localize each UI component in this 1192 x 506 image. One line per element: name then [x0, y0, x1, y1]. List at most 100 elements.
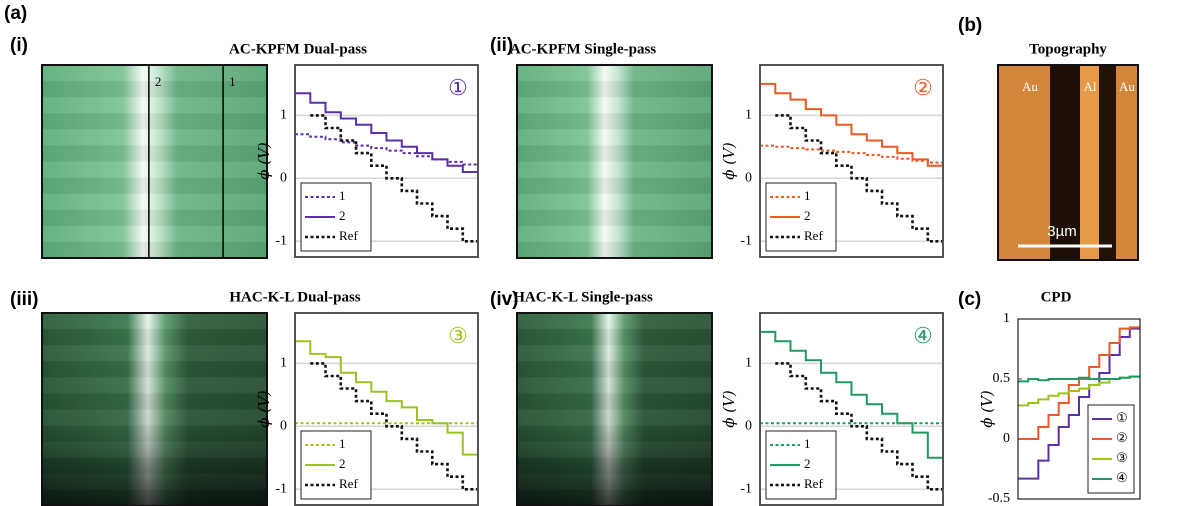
scale-label: 3µm: [1047, 223, 1076, 240]
image-band: [517, 161, 712, 178]
plot-frame: [294, 64, 479, 258]
data-line: [295, 340, 478, 456]
profile-label: 1: [229, 74, 236, 89]
region-label: Al: [1084, 79, 1097, 94]
legend-label: 1: [804, 436, 811, 451]
y-tick-label: -1: [275, 481, 287, 496]
data-line: [310, 114, 478, 243]
image-band: [42, 193, 267, 210]
image-band: [42, 225, 267, 242]
image-band: [42, 129, 267, 146]
plot-frame: [759, 64, 944, 258]
y-tick-label: -0.5: [988, 491, 1010, 506]
annotation: ④: [913, 324, 933, 349]
legend-label: 2: [339, 208, 346, 223]
y-axis-label: ϕ (V): [978, 390, 996, 428]
image-frame: [516, 64, 713, 259]
legend-label: ②: [1116, 430, 1128, 445]
data-line: [760, 82, 943, 167]
y-axis-label: ϕ (V): [720, 390, 738, 428]
y-tick-label: 1: [280, 108, 287, 123]
image-background: [517, 65, 712, 258]
y-axis-label: ϕ (V): [255, 390, 273, 428]
image-band: [517, 225, 712, 242]
image-band: [517, 113, 712, 130]
image-band: [517, 241, 712, 258]
panel-label: (b): [958, 15, 982, 36]
y-tick-label: 0: [745, 171, 752, 186]
data-line: [1018, 375, 1140, 383]
legend-label: Ref: [339, 476, 358, 491]
image-region: [1080, 65, 1099, 260]
legend-label: 1: [804, 188, 811, 203]
chart-title: HAC-K-L Dual-pass: [229, 289, 360, 305]
y-tick-label: 0: [745, 419, 752, 434]
image-band: [517, 145, 712, 162]
panel-label: (ii): [490, 35, 513, 56]
y-tick-label: 1: [745, 356, 752, 371]
legend-label: 1: [339, 188, 346, 203]
legend-label: 2: [339, 456, 346, 471]
data-line: [295, 92, 478, 173]
plot-frame: [294, 312, 479, 506]
legend-label: Ref: [804, 228, 823, 243]
profile-label: 2: [155, 74, 162, 89]
image-band: [517, 97, 712, 114]
y-tick-label: 1: [1003, 311, 1010, 326]
chart-title: HAC-K-L Single-pass: [513, 289, 653, 305]
panel-label: (c): [958, 289, 981, 310]
y-tick-label: 0: [1003, 431, 1010, 446]
image-band: [42, 113, 267, 130]
chart-title: AC-KPFM Dual-pass: [229, 41, 367, 57]
legend-label: ④: [1116, 470, 1128, 485]
image-frame: [41, 64, 268, 259]
image-band: [517, 177, 712, 194]
chart-title: CPD: [1041, 289, 1072, 305]
chart-title: AC-KPFM Single-pass: [510, 41, 656, 57]
image-band: [517, 193, 712, 210]
image-band: [42, 81, 267, 98]
data-line: [760, 330, 943, 459]
image-band: [42, 161, 267, 178]
data-line: [310, 362, 478, 491]
image-shade: [42, 313, 267, 506]
image-frame: [41, 312, 268, 506]
annotation: ③: [448, 324, 468, 349]
image-frame: [997, 64, 1139, 261]
legend-label: Ref: [339, 228, 358, 243]
y-tick-label: -1: [275, 233, 287, 248]
legend-label: ①: [1116, 410, 1128, 425]
plot-frame: [759, 312, 944, 506]
data-line: [775, 114, 943, 243]
panel-label: (iv): [490, 289, 519, 310]
image-band: [42, 145, 267, 162]
panel-title: Topography: [1029, 41, 1107, 57]
panel-label: (iii): [10, 289, 39, 310]
image-region: [1099, 65, 1116, 260]
region-label: Au: [1119, 79, 1135, 94]
image-band: [517, 129, 712, 146]
image-band: [517, 209, 712, 226]
y-tick-label: 0: [280, 419, 287, 434]
panel-label: (i): [10, 35, 28, 56]
image-band: [42, 241, 267, 258]
panel-label: (a): [4, 3, 27, 24]
y-tick-label: 1: [280, 356, 287, 371]
image-band: [42, 97, 267, 114]
region-label: Au: [1022, 79, 1038, 94]
image-frame: [516, 312, 713, 506]
legend-label: Ref: [804, 476, 823, 491]
annotation: ②: [913, 76, 933, 101]
y-tick-label: -1: [740, 233, 752, 248]
y-tick-label: 0: [280, 171, 287, 186]
image-band: [517, 81, 712, 98]
annotation: ①: [448, 76, 468, 101]
topography-image: Au Al Au 3µm: [997, 64, 1139, 261]
y-tick-label: -1: [740, 481, 752, 496]
image-band: [42, 177, 267, 194]
y-axis-label: ϕ (V): [720, 142, 738, 180]
image-region: [1050, 65, 1080, 260]
image-background: [42, 65, 267, 258]
y-tick-label: 0.5: [993, 371, 1011, 386]
